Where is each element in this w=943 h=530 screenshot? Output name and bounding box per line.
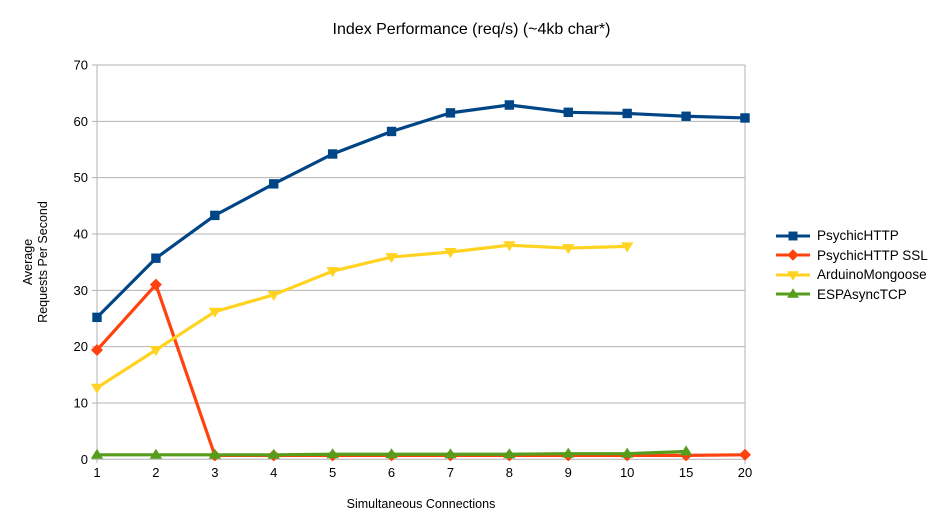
legend-swatch-triangle-up-icon <box>776 288 810 299</box>
data-point-marker <box>444 248 457 259</box>
data-point-marker <box>149 346 163 357</box>
x-axis-title: Simultaneous Connections <box>346 497 496 511</box>
data-point-marker <box>503 448 516 459</box>
x-tick-label: 4 <box>270 465 277 480</box>
y-tick-label: 20 <box>74 339 88 354</box>
series-line-arduinomongoose <box>96 243 628 390</box>
data-point-marker <box>327 149 338 159</box>
data-point-marker <box>210 210 220 221</box>
legend-label: ESPAsyncTCP <box>817 286 907 302</box>
x-tick-label: 3 <box>211 465 218 480</box>
data-point-marker <box>503 241 516 252</box>
y-tick-label: 30 <box>74 283 88 298</box>
legend-item-psychichttp: PsychicHTTP <box>775 226 928 246</box>
data-point-marker <box>267 448 280 459</box>
x-tick-label: 10 <box>620 465 634 480</box>
data-point-marker <box>208 448 222 459</box>
x-tick-label: 15 <box>679 465 693 480</box>
series-line-psychichttp <box>95 103 746 319</box>
legend-swatch-square-icon <box>776 231 810 241</box>
x-tick-label: 8 <box>506 465 513 480</box>
y-tick-label: 10 <box>74 395 88 410</box>
y-tick-label: 60 <box>74 114 88 129</box>
data-point-marker <box>151 253 161 263</box>
data-point-marker <box>444 448 457 459</box>
data-point-marker <box>92 312 102 323</box>
data-point-marker <box>90 383 104 394</box>
data-point-marker <box>385 448 398 459</box>
data-point-marker <box>562 447 575 458</box>
legend-label: PsychicHTTP SSL <box>817 247 928 263</box>
x-tick-label: 1 <box>93 465 100 480</box>
data-point-marker <box>739 448 751 461</box>
chart-legend: PsychicHTTP PsychicHTTP SSL ArduinoMongo… <box>775 226 928 304</box>
y-tick-label: 0 <box>81 452 88 467</box>
legend-swatch-triangle-down-icon <box>776 270 810 281</box>
x-tick-label: 7 <box>447 465 454 480</box>
x-tick-label: 5 <box>329 465 336 480</box>
data-point-marker <box>269 179 279 189</box>
chart-title: Index Performance (req/s) (~4kb char*) <box>332 21 611 38</box>
data-point-marker <box>149 278 162 291</box>
data-point-marker <box>326 448 339 459</box>
legend-item-psychichttp-ssl: PsychicHTTP SSL <box>775 246 928 266</box>
data-point-marker <box>679 445 693 456</box>
series-line-psychichttp-ssl <box>95 283 746 457</box>
data-point-marker <box>386 126 397 137</box>
x-tick-label: 2 <box>152 465 159 480</box>
data-point-marker <box>681 111 691 121</box>
legend-item-espasynctcp: ESPAsyncTCP <box>775 285 928 305</box>
data-point-marker <box>622 108 632 119</box>
data-point-marker <box>620 447 634 458</box>
data-point-marker <box>445 108 456 118</box>
data-point-marker <box>90 448 104 459</box>
legend-item-arduinomongoose: ArduinoMongoose <box>775 265 928 285</box>
data-point-marker <box>267 290 280 301</box>
data-point-marker <box>740 113 750 123</box>
data-point-marker <box>562 244 575 255</box>
data-point-marker <box>91 344 103 357</box>
y-tick-label: 40 <box>74 226 88 241</box>
data-point-marker <box>208 307 222 318</box>
legend-label: ArduinoMongoose <box>817 267 927 283</box>
data-point-marker <box>563 107 573 118</box>
data-point-marker <box>326 267 339 278</box>
x-tick-label: 9 <box>565 465 572 480</box>
x-tick-label: 20 <box>738 465 752 480</box>
legend-swatch-diamond-icon <box>776 249 810 261</box>
legend-label: PsychicHTTP <box>817 228 899 244</box>
data-point-marker <box>504 100 515 110</box>
data-point-marker <box>149 448 163 459</box>
y-tick-label: 50 <box>74 170 88 185</box>
data-point-marker <box>385 253 398 264</box>
y-tick-label: 70 <box>74 58 88 73</box>
x-tick-label: 6 <box>388 465 395 480</box>
data-point-marker <box>620 242 634 253</box>
